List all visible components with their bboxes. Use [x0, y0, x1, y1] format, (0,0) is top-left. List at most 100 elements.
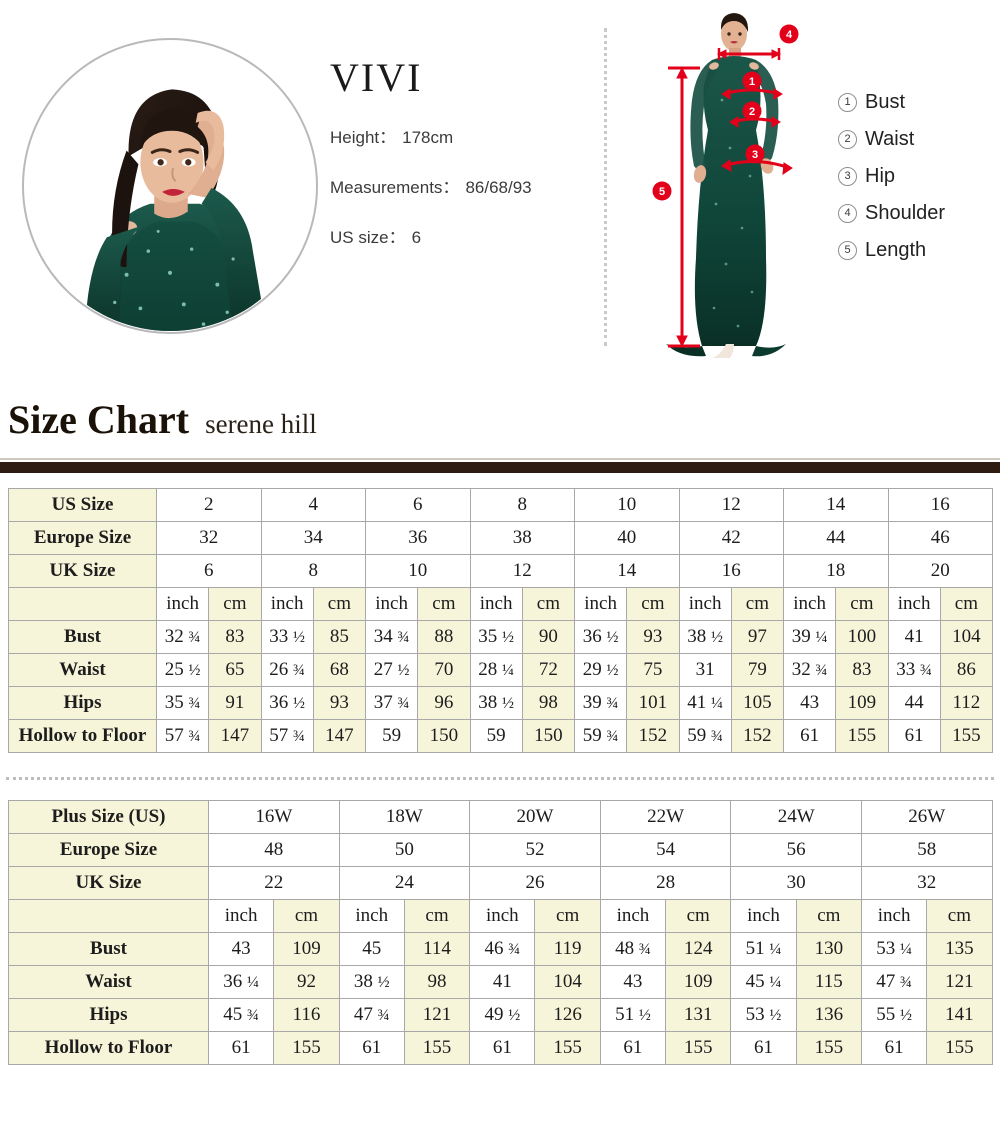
size-cell: 48	[208, 833, 340, 867]
value-cell-inch: 53 ½	[730, 998, 797, 1032]
value-cell-inch: 38 ½	[678, 620, 732, 654]
legend-item-bust: 1 Bust	[838, 84, 945, 121]
value-cell-cm: 98	[521, 686, 576, 720]
value-cell-cm: 65	[208, 653, 262, 687]
size-cell: 22	[208, 866, 340, 900]
plus-size-table: Plus Size (US) 16W 18W 20W 22W 24W 26W Europe S…	[8, 800, 993, 1065]
model-measurements-value: 86/68/93	[465, 178, 532, 197]
value-cell-inch: 38 ½	[338, 965, 405, 999]
size-cell: 36	[365, 521, 471, 555]
row-label: Hips	[8, 686, 157, 720]
table-row: Hips 45 ¾ 116 47 ¾ 121 49 ½ 126 51 ½ 131 53 ½ 136 5…	[8, 998, 993, 1032]
value-cell-cm: 155	[665, 1031, 732, 1065]
value-cell-inch: 43	[207, 932, 275, 966]
legend-number-icon: 5	[838, 241, 857, 260]
page-title: Size Chart	[8, 397, 190, 442]
value-cell-cm: 155	[939, 719, 994, 753]
value-cell-cm: 92	[273, 965, 340, 999]
row-label: Europe Size	[8, 521, 157, 555]
size-cell: 16W	[208, 800, 340, 834]
value-cell-inch: 33 ½	[260, 620, 314, 654]
model-measurements-label: Measurements：	[330, 178, 460, 197]
value-cell-cm: 79	[730, 653, 785, 687]
unit-cell: cm	[403, 899, 471, 933]
row-label: Bust	[8, 620, 157, 654]
size-cell: 10	[574, 488, 680, 522]
size-cell: 18	[783, 554, 889, 588]
value-cell-cm: 130	[795, 932, 862, 966]
table-row: UK Size 6 8 10 12 14 16 18 20	[8, 554, 993, 588]
legend-item-waist: 2 Waist	[838, 121, 945, 158]
value-cell-inch: 57 ¾	[260, 719, 314, 753]
value-cell-inch: 39 ¾	[573, 686, 628, 720]
value-cell-cm: 112	[939, 686, 994, 720]
value-cell-inch: 35 ¾	[155, 686, 210, 720]
row-label: Plus Size (US)	[8, 800, 209, 834]
value-cell-inch: 61	[599, 1031, 667, 1065]
value-cell-inch: 41 ¼	[678, 686, 732, 720]
size-cell: 16	[887, 488, 993, 522]
svg-text:3: 3	[752, 149, 758, 161]
value-cell-inch: 59 ¾	[678, 719, 732, 753]
size-cell: 6	[156, 554, 262, 588]
legend-item-length: 5 Length	[838, 232, 945, 269]
value-cell-cm: 152	[626, 719, 680, 753]
table-row: Hollow to Floor 57 ¾ 147 57 ¾ 147 59 150 59 150 5…	[8, 719, 994, 753]
size-cell: 28	[599, 866, 732, 900]
legend-number-icon: 2	[838, 130, 857, 149]
value-cell-inch: 45	[338, 932, 405, 966]
legend-item-hip: 3 Hip	[838, 158, 945, 195]
row-label-blank	[8, 587, 157, 621]
size-cell: 46	[887, 521, 993, 555]
value-cell-cm: 109	[835, 686, 889, 720]
unit-row: inch cm inch cm inch cm inch cm inch cm inch cm inch…	[8, 587, 994, 621]
model-header-section: VIVI Height： 178cm Measurements： 86/68/93 …	[0, 0, 1000, 375]
size-cell: 20W	[469, 800, 601, 834]
row-label: US Size	[8, 488, 157, 522]
unit-cell: inch	[730, 899, 797, 933]
value-cell-inch: 51 ½	[599, 998, 667, 1032]
size-cell: 8	[469, 488, 575, 522]
svg-text:5: 5	[659, 186, 665, 198]
portrait-illustration	[24, 40, 316, 332]
value-cell-inch: 43	[599, 965, 667, 999]
model-ussize-label: US size：	[330, 228, 406, 247]
plus-size-table-block: Plus Size (US) 16W 18W 20W 22W 24W 26W Europe S…	[8, 800, 993, 1065]
value-cell-inch: 34 ¾	[364, 620, 419, 654]
table-row: Europe Size 32 34 36 38 40 42 44 46	[8, 521, 993, 555]
figure-marker-5: 5	[652, 181, 672, 201]
figure-marker-4: 4	[779, 24, 799, 44]
value-cell-cm: 104	[534, 965, 601, 999]
value-cell-inch: 29 ½	[573, 653, 628, 687]
size-cell: 2	[156, 488, 262, 522]
value-cell-inch: 28 ¼	[469, 653, 523, 687]
unit-cell: cm	[312, 587, 367, 621]
size-cell: 20	[887, 554, 993, 588]
unit-cell: inch	[678, 587, 732, 621]
value-cell-inch: 51 ¼	[730, 932, 797, 966]
value-cell-cm: 96	[417, 686, 471, 720]
size-cell: 12	[678, 488, 784, 522]
model-height-line: Height： 178cm	[330, 123, 580, 148]
value-cell-cm: 90	[521, 620, 576, 654]
value-cell-cm: 86	[939, 653, 994, 687]
row-label: UK Size	[8, 554, 157, 588]
value-cell-cm: 101	[626, 686, 680, 720]
value-cell-cm: 75	[626, 653, 680, 687]
value-cell-cm: 100	[835, 620, 889, 654]
value-cell-inch: 61	[887, 719, 941, 753]
value-cell-cm: 104	[939, 620, 994, 654]
model-name: VIVI	[330, 55, 423, 100]
unit-cell: cm	[208, 587, 262, 621]
unit-cell: inch	[469, 899, 536, 933]
legend-label: Bust	[865, 91, 906, 113]
value-cell-inch: 48 ¾	[599, 932, 667, 966]
value-cell-cm: 85	[312, 620, 367, 654]
row-label: Bust	[8, 932, 209, 966]
unit-cell: inch	[782, 587, 837, 621]
figure-marker-2: 2	[742, 101, 762, 121]
value-cell-cm: 98	[403, 965, 471, 999]
value-cell-cm: 141	[926, 998, 993, 1032]
value-cell-inch: 59	[469, 719, 523, 753]
